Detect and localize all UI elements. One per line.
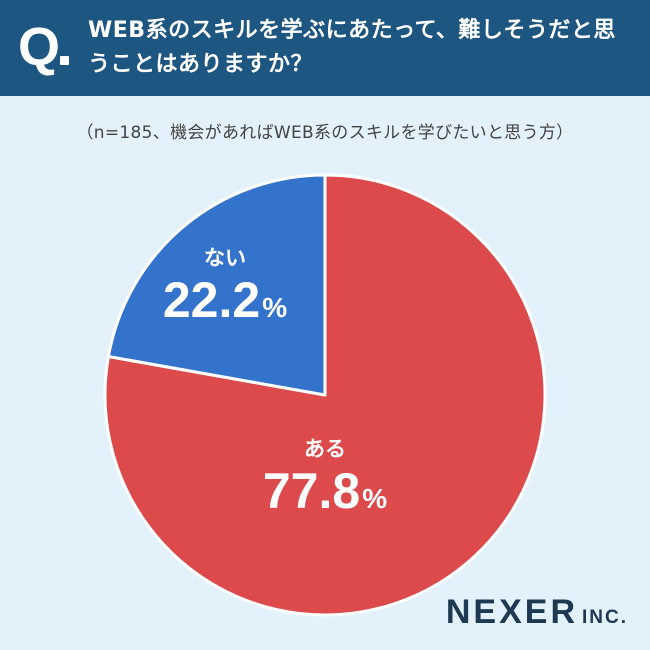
slice-label-nai: ない 22.2% [120, 245, 330, 342]
q-mark: Q [18, 17, 61, 77]
logo-sub: INC. [582, 607, 628, 628]
slice-percent-nai: 22.2% [120, 271, 330, 342]
slice-unit-aru: % [362, 483, 388, 514]
slice-label-aru: ある 77.8% [205, 436, 445, 533]
pie-slice-aru [103, 173, 547, 617]
logo-main: NEXER [445, 593, 578, 631]
slice-value-nai: 22.2 [162, 272, 261, 328]
nexer-logo: NEXER INC. [446, 593, 628, 632]
question-header: Q WEB系のスキルを学ぶにあたって、難しそうだと思うことはありますか？ [0, 0, 650, 96]
pie-slice-nai [106, 173, 327, 397]
sample-note: （n=185、機会があればWEB系のスキルを学びたいと思う方） [76, 123, 574, 143]
slice-unit-nai: % [262, 292, 288, 323]
q-dot [60, 56, 69, 65]
question-text: WEB系のスキルを学ぶにあたって、難しそうだと思うことはありますか？ [88, 18, 616, 77]
slice-name-aru: ある [304, 437, 346, 461]
slice-name-nai: ない [204, 246, 246, 270]
slice-value-aru: 77.8 [262, 463, 361, 519]
slice-percent-aru: 77.8% [205, 462, 445, 533]
